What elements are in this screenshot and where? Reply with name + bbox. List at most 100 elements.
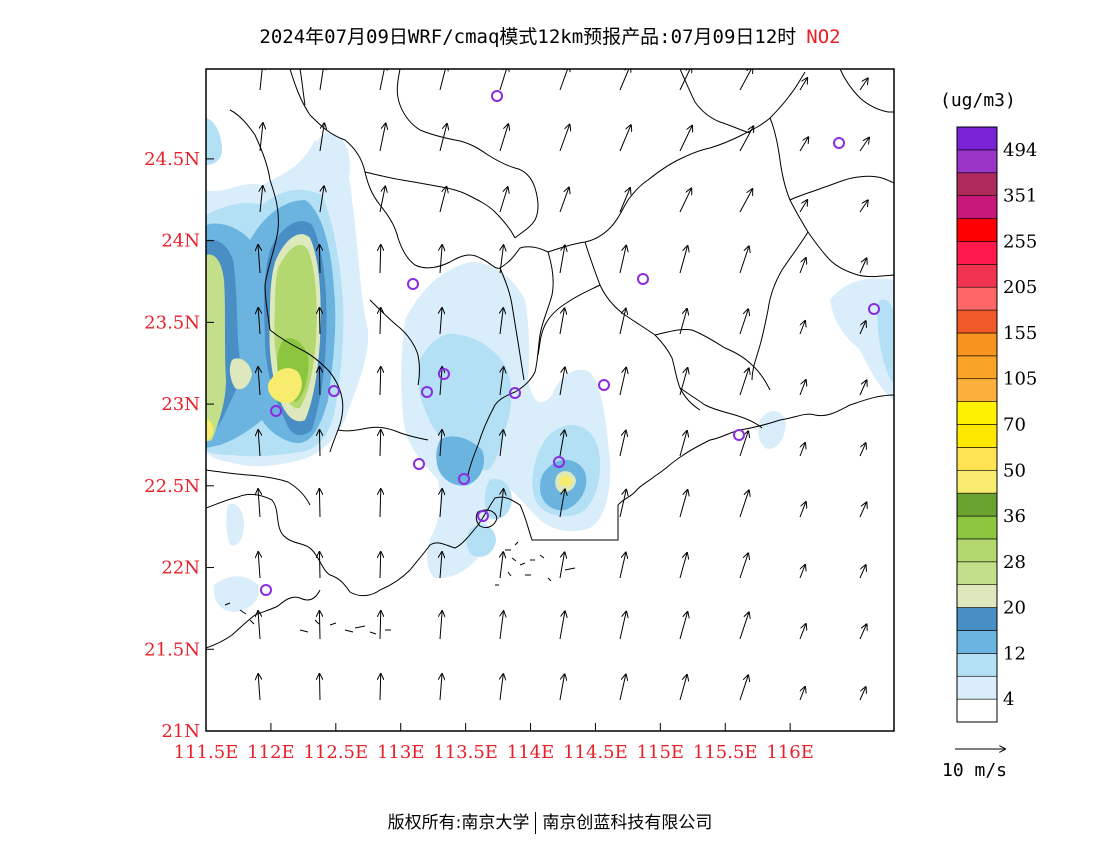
legend-swatch (956, 401, 998, 425)
wind-arrow (559, 489, 565, 518)
wind-arrow (559, 430, 565, 457)
wind-arrow (739, 246, 749, 274)
wind-arrow (619, 431, 626, 457)
wind-arrow (859, 138, 869, 152)
wind-arrow (799, 78, 807, 91)
footer-separator (535, 812, 537, 834)
wind-arrow (260, 186, 263, 213)
wind-arrow (499, 124, 508, 152)
district-8 (751, 231, 809, 381)
wind-arrow (260, 69, 263, 91)
southwest-patch (213, 576, 259, 612)
wind-arrow (739, 490, 749, 518)
wind-arrow (619, 246, 626, 274)
north-light (318, 132, 350, 190)
legend-swatch (956, 675, 998, 700)
wind-arrow (258, 430, 260, 457)
wind-arrow (799, 200, 807, 213)
wind-arrow (739, 309, 748, 335)
wind-arrow (500, 308, 503, 335)
wind-arrow (258, 611, 260, 640)
topleft-patch (206, 118, 222, 165)
lon-tick-label: 112E (247, 742, 295, 763)
legend-swatch (956, 264, 998, 288)
plume-west-patch (229, 358, 252, 390)
legend-swatch (956, 355, 998, 380)
district-7 (789, 175, 894, 201)
color-legend: 4 12 20 28 36 50 70 105 155 205 255 351 494 (956, 126, 1037, 723)
wind-arrow (619, 125, 631, 152)
legend-swatch (956, 653, 998, 677)
wind-arrow (739, 431, 748, 457)
wind-arrow (500, 367, 504, 396)
copyright-text: 版权所有:南京大学 (387, 813, 530, 833)
legend-label: 12 (1003, 643, 1026, 664)
lon-tick-label: 111.5E (174, 742, 239, 763)
wind-arrow (500, 611, 504, 640)
concentration-shading (206, 118, 894, 612)
wind-arrow (559, 245, 565, 274)
legend-swatch (956, 447, 998, 471)
lat-tick-label: 21.5N (144, 639, 200, 660)
east-patch (757, 410, 786, 449)
wind-arrow (258, 489, 260, 518)
station-marker (407, 278, 419, 290)
legend-label: 70 (1003, 415, 1026, 436)
wind-arrow (440, 245, 442, 274)
wind-arrow (859, 200, 868, 213)
wind-arrow (619, 368, 626, 396)
lat-tick-label: 24N (161, 231, 200, 252)
wind-arrow (440, 308, 442, 335)
legend-label: 105 (1003, 369, 1037, 390)
wind-arrow (379, 124, 386, 152)
legend-label: 255 (1003, 231, 1037, 252)
wind-arrow (739, 69, 752, 91)
wind-arrow (500, 489, 504, 518)
wind-arrow (379, 187, 385, 213)
lat-tick-label: 22N (161, 558, 200, 579)
latitude-axis: 24.5N 24N 23.5N 23N 22.5N 22N 21.5N 21N (144, 149, 214, 742)
islands-1 (495, 541, 576, 586)
wind-arrow (319, 123, 324, 152)
station-marker (491, 90, 503, 102)
wind-arrow (258, 308, 260, 335)
wind-arrow (440, 367, 442, 396)
district-6 (769, 117, 894, 278)
wind-arrow (739, 675, 748, 701)
wind-arrow (319, 308, 320, 335)
legend-swatch (956, 698, 998, 723)
wind-arrow (799, 443, 805, 457)
wind-arrow (258, 552, 260, 579)
wind-arrow (260, 123, 263, 152)
wind-arrow (799, 624, 806, 640)
lon-tick-label: 116E (766, 742, 814, 763)
wind-arrow (258, 674, 260, 701)
wind-arrow (499, 187, 508, 213)
wind-arrow (559, 308, 565, 335)
legend-swatch (956, 607, 998, 631)
wind-arrow (380, 245, 381, 274)
station-marker (868, 303, 880, 315)
province-border-west (229, 109, 279, 331)
wind-arrow (619, 309, 626, 335)
wind-arrow (319, 552, 320, 579)
lat-tick-label: 22.5N (144, 476, 200, 497)
lon-tick-label: 114E (507, 742, 555, 763)
wind-arrow (319, 674, 320, 701)
legend-label: 50 (1003, 460, 1026, 481)
legend-swatch (956, 492, 998, 517)
wind-arrow (679, 612, 688, 640)
wind-arrow (439, 187, 446, 213)
station-marker (509, 387, 521, 399)
lat-tick-label: 23.5N (144, 312, 200, 333)
legend-swatch (956, 241, 998, 265)
wind-arrow (380, 674, 381, 701)
wind-arrow (559, 674, 565, 701)
plume-west-green (206, 254, 226, 442)
district-14 (679, 69, 751, 134)
station-marker (553, 456, 565, 468)
legend-label: 205 (1003, 277, 1037, 298)
legend-swatch (956, 332, 998, 357)
islands-2 (224, 602, 391, 635)
